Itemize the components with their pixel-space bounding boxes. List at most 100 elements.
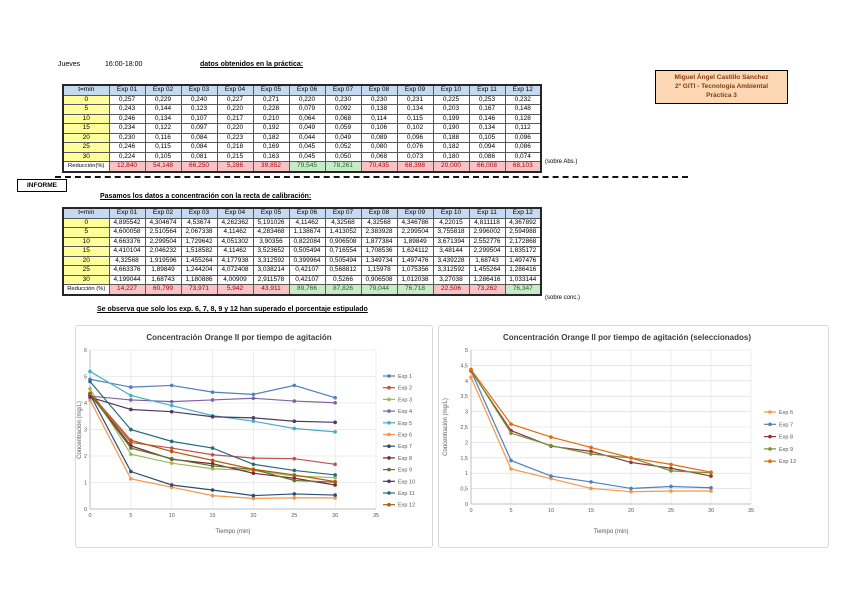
value-cell: 0,163 — [252, 151, 290, 162]
value-cell: 0,906508 — [324, 236, 362, 247]
value-cell: 0,123 — [180, 104, 218, 115]
value-cell: 0,064 — [288, 113, 326, 124]
col-header: Exp 07 — [324, 207, 362, 219]
value-cell: 0,079 — [288, 104, 326, 115]
value-cell: 1,349734 — [360, 255, 398, 266]
time-cell: 0 — [62, 217, 110, 228]
value-cell: 0,074 — [504, 151, 542, 162]
value-cell: 1,033144 — [504, 274, 542, 285]
value-cell: 0,220 — [288, 94, 326, 105]
value-cell: 0,203 — [432, 104, 470, 115]
col-header: Exp 06 — [288, 84, 326, 96]
table-row: 20 4,32568 1,919596 1,455264 4,177938 3,31259… — [62, 255, 542, 266]
col-header: Exp 09 — [396, 84, 434, 96]
value-cell: 0,227 — [216, 94, 254, 105]
value-cell: 5,191026 — [252, 217, 290, 228]
value-cell: 1,455264 — [468, 265, 506, 276]
value-cell: 0,045 — [288, 142, 326, 153]
table-row: 25 4,663376 1,89849 1,244204 4,072408 3,03821… — [62, 265, 542, 276]
value-cell: 4,283468 — [252, 227, 290, 238]
value-cell: 0,229 — [144, 94, 182, 105]
student-card: Miguel Ángel Castillo Sánchez 2º GITI - … — [655, 70, 788, 104]
table-row: 30 0,224 0,105 0,081 0,215 0,163 0,045 0,050 0,0… — [62, 151, 542, 162]
value-cell: 0,224 — [108, 151, 146, 162]
value-cell: 4,177938 — [216, 255, 254, 266]
legend-label: Exp 7 — [779, 422, 793, 428]
value-cell: 0,122 — [144, 123, 182, 134]
value-cell: 1,455264 — [180, 255, 218, 266]
table-row: 0 0,257 0,229 0,240 0,227 0,271 0,220 0,230 0,23… — [62, 94, 542, 105]
legend-label: Exp 9 — [779, 447, 793, 453]
value-cell: 0,220 — [216, 123, 254, 134]
table-row: 15 4,410104 2,046232 1,518582 4,11462 3,52365… — [62, 246, 542, 257]
chart-selected-experiments-svg: 0 5 10 15 20 25 30 35 0 0,5 1 1,5 2 2,5 3 3,5 4 4,5 5 Conce… — [443, 333, 796, 535]
value-cell: 1,497476 — [396, 255, 434, 266]
value-cell: 0,059 — [324, 123, 362, 134]
value-cell: 1,89849 — [144, 265, 182, 276]
chart-selected-experiments: 0 5 10 15 20 25 30 35 0 0,5 1 1,5 2 2,5 3 3,5 4 4,5 5 Conce… — [438, 325, 829, 548]
reduction-cell: 89,766 — [288, 284, 326, 295]
conversion-note: Pasamos los datos a concentración con la… — [100, 193, 312, 200]
value-cell: 1,708536 — [360, 246, 398, 257]
time-cell: 5 — [62, 104, 110, 115]
col-header: Exp 03 — [180, 207, 218, 219]
value-cell: 0,169 — [252, 142, 290, 153]
col-header: Exp 01 — [108, 207, 146, 219]
value-cell: 1,497476 — [504, 255, 542, 266]
x-tick-label: 25 — [291, 513, 297, 519]
value-cell: 2,299504 — [144, 236, 182, 247]
value-cell: 0,049 — [324, 132, 362, 143]
x-tick-label: 30 — [708, 508, 714, 514]
series-exp-11 — [88, 379, 337, 477]
value-cell: 4,00909 — [216, 274, 254, 285]
legend-label: Exp 2 — [398, 386, 412, 392]
col-header: Exp 11 — [468, 207, 506, 219]
time-cell: 25 — [62, 142, 110, 153]
value-cell: 1,68743 — [468, 255, 506, 266]
value-cell: 0,106 — [360, 123, 398, 134]
y-tick-label: 1,5 — [460, 456, 468, 462]
value-cell: 0,076 — [396, 142, 434, 153]
value-cell: 0,094 — [468, 142, 506, 153]
value-cell: 1,919596 — [144, 255, 182, 266]
value-cell: 0,190 — [432, 123, 470, 134]
value-cell: 0,225 — [432, 94, 470, 105]
x-tick-label: 35 — [373, 513, 379, 519]
value-cell: 0,112 — [504, 123, 542, 134]
x-axis-title: Tiempo (min) — [593, 529, 628, 535]
chart-all-experiments: 0 5 10 15 20 25 30 35 0 1 2 3 4 5 6 Concentración Orang… — [75, 325, 433, 548]
value-cell: 0,822084 — [288, 236, 326, 247]
separator-line — [55, 176, 688, 178]
reduction-cell: 22,506 — [432, 284, 470, 295]
x-tick-label: 20 — [628, 508, 634, 514]
value-cell: 0,182 — [432, 142, 470, 153]
legend-label: Exp 5 — [398, 421, 412, 427]
col-header: Exp 01 — [108, 84, 146, 96]
table-row: 10 0,246 0,134 0,107 0,217 0,210 0,064 0,068 0,1… — [62, 113, 542, 124]
value-cell: 0,199 — [432, 113, 470, 124]
value-cell: 3,27038 — [432, 274, 470, 285]
value-cell: 3,48144 — [432, 246, 470, 257]
value-cell: 1,413052 — [324, 227, 362, 238]
value-cell: 0,049 — [288, 123, 326, 134]
series-exp-12 — [88, 391, 337, 484]
y-tick-label: 1 — [84, 481, 87, 487]
y-tick-label: 5 — [465, 348, 468, 354]
reduction-cell: 78,261 — [324, 161, 362, 172]
value-cell: 0,148 — [504, 104, 542, 115]
time-cell: 0 — [62, 94, 110, 105]
value-cell: 1,15978 — [360, 265, 398, 276]
legend-label: Exp 8 — [779, 435, 793, 441]
student-practice: Práctica 3 — [706, 92, 737, 99]
time-label: 16:00-18:00 — [105, 61, 143, 68]
col-header: Exp 06 — [288, 207, 326, 219]
value-cell: 0,068 — [360, 151, 398, 162]
value-cell: 2,172868 — [504, 236, 542, 247]
value-cell: 0,188 — [432, 132, 470, 143]
reduction-cell: 20,000 — [432, 161, 470, 172]
value-cell: 2,594988 — [504, 227, 542, 238]
value-cell: 0,505494 — [288, 246, 326, 257]
series-exp-2 — [88, 393, 337, 467]
series-exp-6 — [88, 398, 337, 501]
time-cell: 15 — [62, 123, 110, 134]
